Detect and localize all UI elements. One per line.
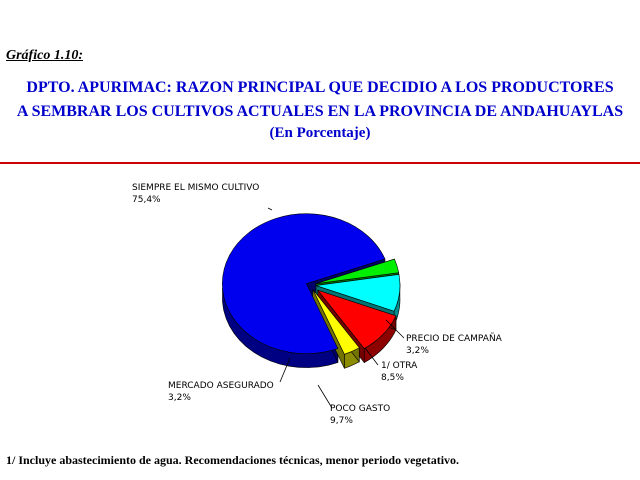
pie-slice-poco-gasto xyxy=(316,289,397,349)
pie-chart: SIEMPRE EL MISMO CULTIVO 75,4% PRECIO DE C… xyxy=(132,183,503,426)
slice-value-siempre-el-mismo-cultivo: 75,4% xyxy=(132,195,161,205)
slice-value-poco-gasto: 9,7% xyxy=(330,416,353,426)
slice-value-precio-de-campa-a: 3,2% xyxy=(406,346,429,356)
slice-label-mercado-asegurado: MERCADO ASEGURADO xyxy=(168,381,274,391)
leader-line-mercado-asegurado xyxy=(279,357,291,383)
title-divider xyxy=(0,162,640,164)
slice-value-1-otra: 8,5% xyxy=(381,373,404,383)
chart-title-line-1: DPTO. APURIMAC: RAZON PRINCIPAL QUE DECI… xyxy=(26,79,614,96)
pie-slices xyxy=(222,213,401,369)
footnote: 1/ Incluye abastecimiento de agua. Recom… xyxy=(6,453,460,467)
pie-slice-mercado-asegurado xyxy=(312,289,360,355)
chart-subtitle: (En Porcentaje) xyxy=(269,125,371,141)
slice-label-siempre-el-mismo-cultivo: SIEMPRE EL MISMO CULTIVO xyxy=(132,183,259,193)
slice-label-poco-gasto: POCO GASTO xyxy=(330,404,390,414)
slice-value-mercado-asegurado: 3,2% xyxy=(168,393,191,403)
figure-caption: Gráfico 1.10: xyxy=(6,48,83,63)
leader-line-poco-gasto xyxy=(317,384,333,409)
pie-labels: SIEMPRE EL MISMO CULTIVO 75,4% PRECIO DE C… xyxy=(132,183,503,426)
slice-label-1-otra: 1/ OTRA xyxy=(381,361,418,371)
slice-label-precio-de-campa-a: PRECIO DE CAMPAÑA xyxy=(406,333,503,344)
chart-title-line-2: A SEMBRAR LOS CULTIVOS ACTUALES EN LA PR… xyxy=(16,103,624,120)
pie-slice-precio-de-campa-a xyxy=(315,258,400,285)
leader-line-precio-de-campa-a xyxy=(385,319,405,339)
leader-line-siempre-el-mismo-cultivo xyxy=(267,207,273,211)
pie-slice-1-otra xyxy=(315,274,401,312)
pie-slice-siempre-el-mismo-cultivo xyxy=(222,213,386,354)
leader-line-1-otra xyxy=(364,347,379,366)
